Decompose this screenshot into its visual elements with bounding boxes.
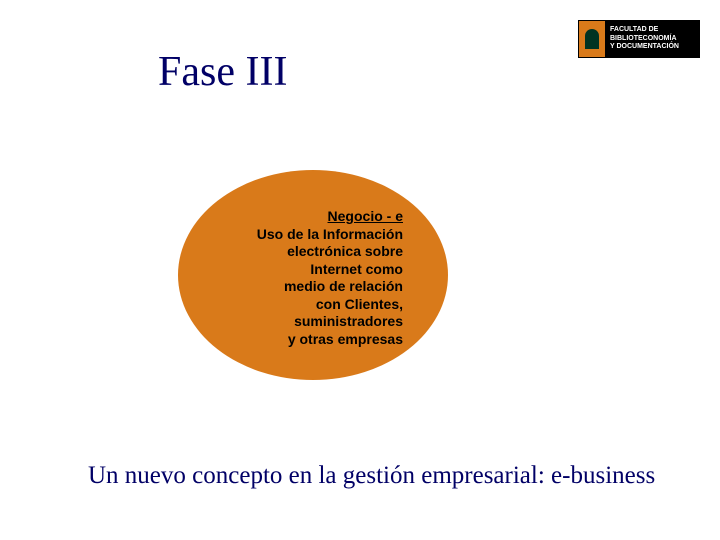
logo-emblem-shape bbox=[585, 29, 599, 49]
ellipse-heading: Negocio - e bbox=[328, 208, 403, 226]
ellipse-body-line: medio de relación bbox=[284, 278, 403, 294]
ellipse-body-line: Internet como bbox=[310, 261, 403, 277]
slide-title: Fase III bbox=[158, 48, 287, 96]
ellipse-body-line: electrónica sobre bbox=[287, 243, 403, 259]
ellipse-body-line: Uso de la Información bbox=[257, 226, 403, 242]
ellipse-body-line: suministradores bbox=[294, 313, 403, 329]
logo-text-block: FACULTAD DE BIBLIOTECONOMÍA Y DOCUMENTAC… bbox=[606, 21, 699, 57]
faculty-logo: FACULTAD DE BIBLIOTECONOMÍA Y DOCUMENTAC… bbox=[578, 20, 700, 58]
logo-line-2: BIBLIOTECONOMÍA bbox=[610, 35, 699, 43]
diagram-ellipse-container: Negocio - e Uso de la Información electr… bbox=[178, 170, 448, 380]
slide-footer: Un nuevo concepto en la gestión empresar… bbox=[88, 462, 655, 490]
slide: Fase III FACULTAD DE BIBLIOTECONOMÍA Y D… bbox=[0, 0, 720, 540]
logo-emblem bbox=[579, 21, 606, 57]
ellipse-body-line: y otras empresas bbox=[288, 331, 403, 347]
logo-line-1: FACULTAD DE bbox=[610, 26, 699, 34]
ellipse-body-line: con Clientes, bbox=[316, 296, 403, 312]
ellipse-text-block: Negocio - e Uso de la Información electr… bbox=[188, 208, 403, 348]
logo-line-3: Y DOCUMENTACIÓN bbox=[610, 43, 699, 51]
